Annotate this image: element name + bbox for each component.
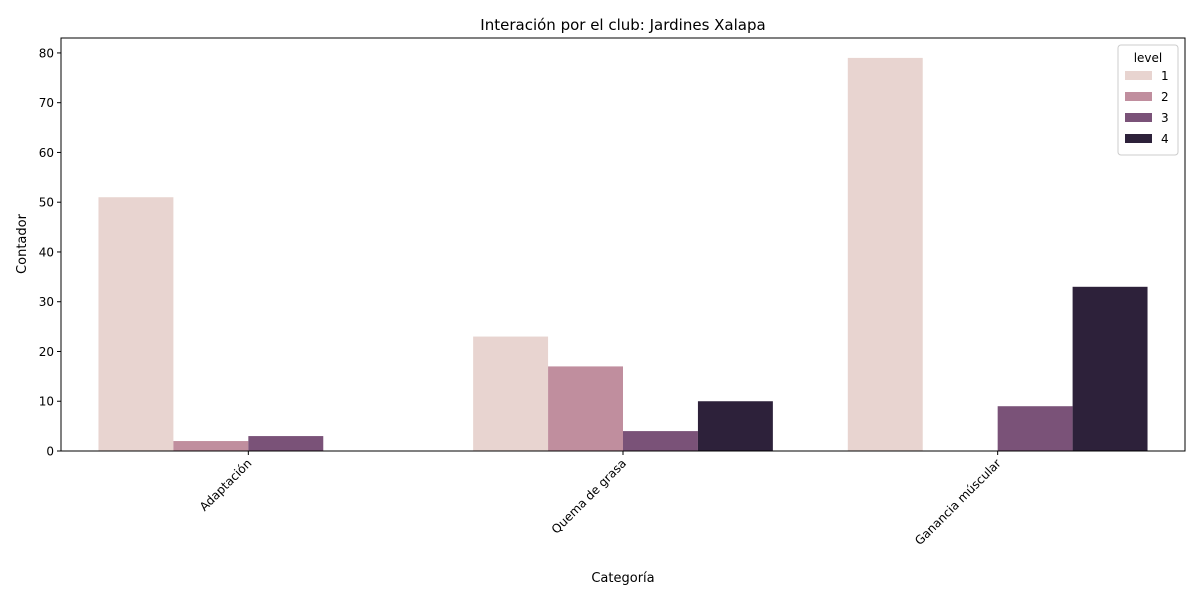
- legend-swatch-4: [1125, 134, 1152, 143]
- legend-swatch-3: [1125, 113, 1152, 122]
- x-tick-label: Adaptación: [197, 456, 255, 514]
- y-tick-label: 20: [39, 345, 54, 359]
- legend-label-2: 2: [1161, 90, 1169, 104]
- bar-level-3-0: [248, 436, 324, 451]
- y-tick-label: 50: [39, 196, 54, 210]
- legend-label-4: 4: [1161, 132, 1169, 146]
- bar-level-4-1: [697, 401, 773, 451]
- bar-level-3-1: [623, 431, 698, 451]
- legend-swatch-2: [1125, 92, 1152, 101]
- y-tick-label: 80: [39, 46, 54, 60]
- x-tick-label: Quema de grasa: [549, 456, 629, 536]
- legend-label-1: 1: [1161, 69, 1169, 83]
- x-tick-label: Ganancia múscular: [912, 456, 1004, 548]
- legend: level 1 2 3 4: [1117, 44, 1179, 156]
- bar-level-2-1: [548, 366, 623, 451]
- y-tick-label: 0: [46, 445, 54, 459]
- bar-level-1-2: [847, 57, 923, 451]
- bar-level-2-0: [173, 441, 249, 451]
- legend-swatch-1: [1125, 71, 1152, 80]
- y-tick-label: 60: [39, 146, 54, 160]
- bar-level-4-2: [1072, 286, 1148, 451]
- x-axis: Adaptación Quema de grasa Ganancia múscula…: [197, 451, 1004, 548]
- plot-area: [60, 37, 1186, 452]
- bar-level-1-0: [98, 197, 174, 451]
- y-tick-label: 70: [39, 96, 54, 110]
- x-axis-label: Categoría: [591, 571, 654, 586]
- bar-level-3-2: [997, 406, 1073, 451]
- y-tick-label: 40: [39, 245, 54, 259]
- chart-title: Interación por el club: Jardines Xalapa: [480, 16, 765, 34]
- y-tick-label: 30: [39, 295, 54, 309]
- bar-level-1-1: [473, 336, 549, 451]
- legend-title: level: [1134, 51, 1163, 65]
- legend-label-3: 3: [1161, 111, 1169, 125]
- y-axis: 0 10 20 30 40 50 60 70 80: [39, 46, 61, 459]
- y-axis-label: Contador: [15, 213, 30, 274]
- y-tick-label: 10: [39, 395, 54, 409]
